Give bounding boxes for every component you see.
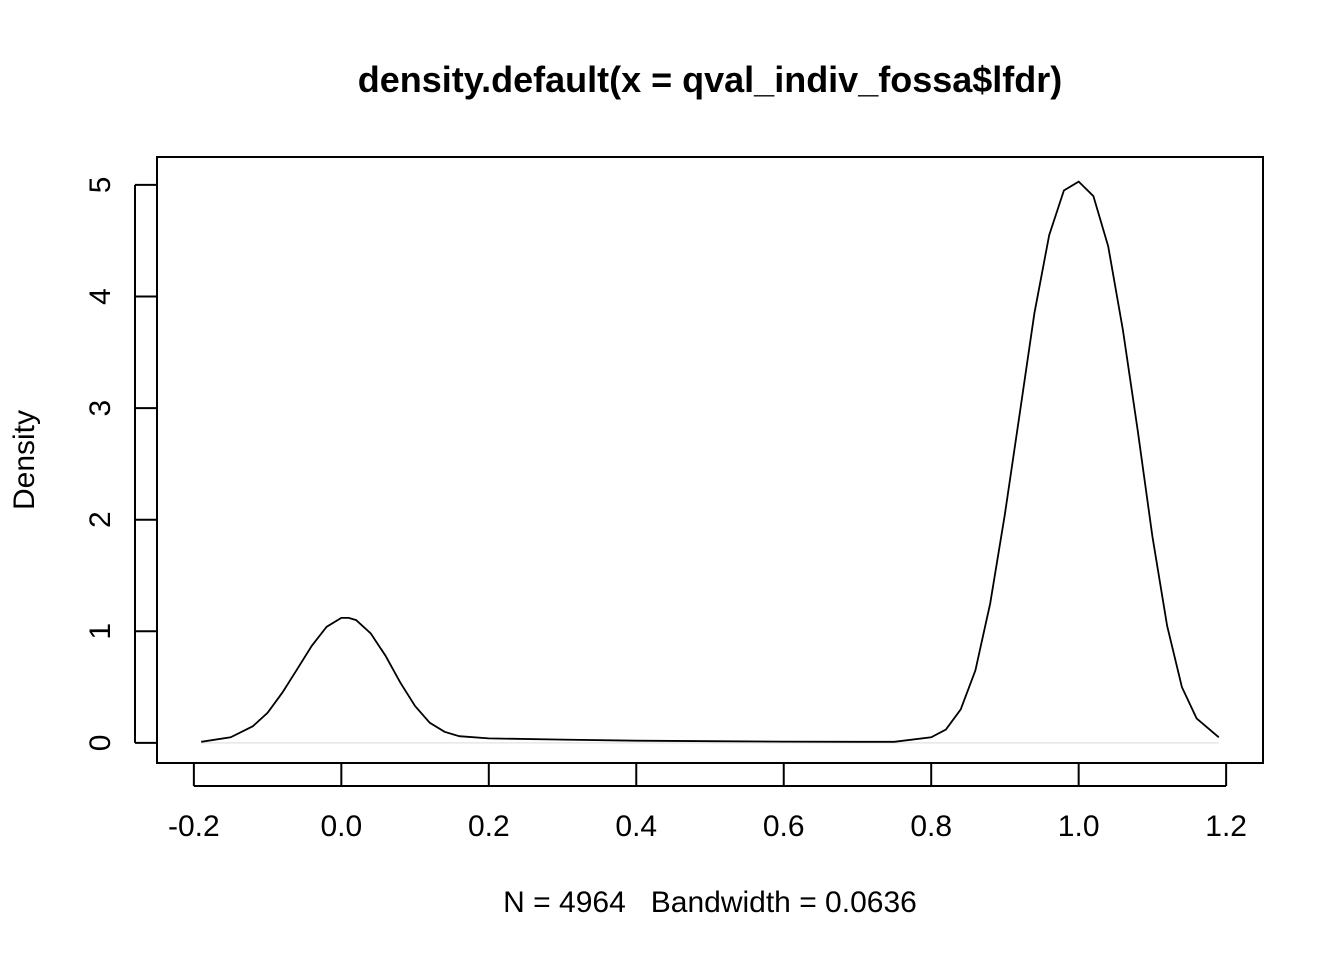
y-axis: 0 1 2 3 4 5	[84, 177, 157, 752]
plot-frame	[156, 156, 1264, 764]
x-tick-label: 0.2	[468, 810, 510, 843]
x-tick-label: 0.0	[320, 810, 362, 843]
x-tick-label: -0.2	[168, 810, 220, 843]
y-tick-label: 4	[84, 288, 117, 305]
y-axis-label: Density	[8, 410, 41, 510]
x-tick-label: 0.6	[763, 810, 805, 843]
y-tick-label: 0	[84, 735, 117, 752]
x-axis: -0.2 0.0 0.2 0.4 0.6 0.8 1.0 1.2	[168, 764, 1247, 843]
x-tick-label: 1.0	[1058, 810, 1100, 843]
x-tick-label: 0.4	[615, 810, 657, 843]
density-curve	[201, 180, 1220, 743]
y-tick-label: 5	[84, 177, 117, 194]
y-tick-label: 1	[84, 623, 117, 640]
x-tick-label: 0.8	[910, 810, 952, 843]
y-tick-label: 3	[84, 400, 117, 417]
chart-title: density.default(x = qval_indiv_fossa$lfd…	[358, 59, 1063, 100]
x-axis-label: N = 4964 Bandwidth = 0.0636	[503, 886, 917, 919]
x-tick-label: 1.2	[1205, 810, 1247, 843]
y-tick-label: 2	[84, 511, 117, 528]
